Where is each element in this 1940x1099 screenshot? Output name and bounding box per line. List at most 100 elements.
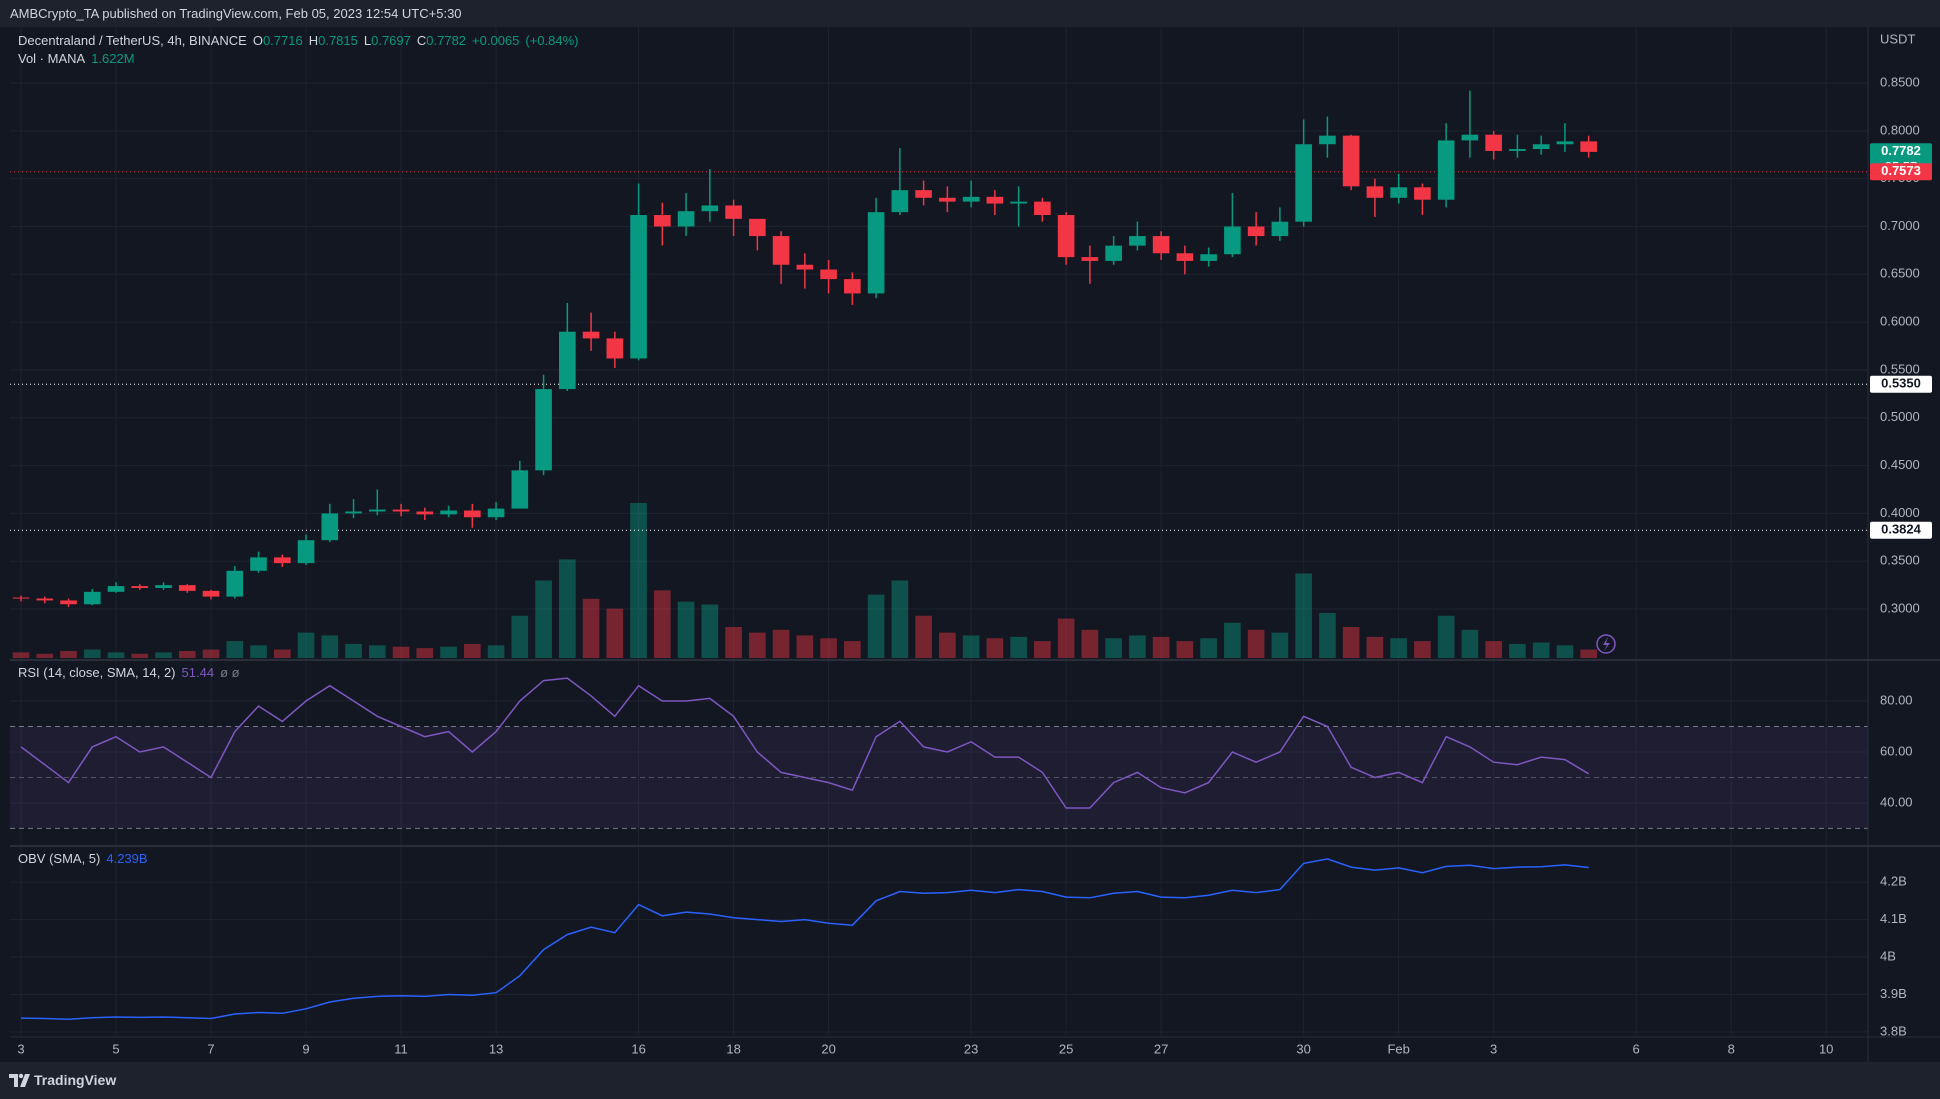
legend-label: L	[363, 33, 372, 48]
marks	[10, 90, 1868, 1021]
volume-bar	[1081, 629, 1099, 658]
candle-body	[83, 591, 101, 605]
volume-bar	[891, 580, 909, 658]
change-pct: (+0.84%)	[525, 33, 579, 48]
volume-bar	[1129, 635, 1146, 658]
y-tick-label: 80.00	[1880, 692, 1913, 707]
y-tick-label: 4.2B	[1880, 874, 1907, 889]
volume-bar	[297, 632, 315, 658]
y-tick-label: 0.7000	[1880, 218, 1920, 233]
x-tick-label: 5	[112, 1041, 119, 1056]
volume-bar	[1509, 643, 1526, 658]
legend-value: 0.7815	[318, 33, 358, 48]
volume-bar	[1176, 641, 1194, 658]
candle-body	[416, 511, 434, 515]
y-tick-label: 0.6500	[1880, 266, 1920, 281]
candle-body	[1556, 141, 1574, 145]
candle-body	[1342, 135, 1360, 187]
y-tick-label: 0.5500	[1880, 361, 1920, 376]
candle-body	[1390, 187, 1407, 198]
volume-bar	[226, 641, 244, 658]
candle-body	[1414, 187, 1431, 200]
obv-title: OBV (SMA, 5)	[18, 851, 101, 866]
candle-body	[321, 513, 339, 541]
x-tick-label: 3	[1490, 1041, 1497, 1056]
candle-body	[749, 218, 766, 237]
candle-body	[1247, 226, 1265, 237]
candle-body	[178, 585, 196, 591]
x-tick-label: 30	[1296, 1041, 1310, 1056]
price-tag	[1870, 521, 1932, 539]
legend-label: O	[252, 33, 263, 48]
candle-body	[535, 389, 552, 471]
volume-bar	[1580, 649, 1597, 658]
volume-bar	[1247, 629, 1265, 658]
volume-bar	[820, 638, 837, 658]
x-tick-label: 11	[394, 1041, 408, 1056]
candle-body	[986, 196, 1004, 204]
x-tick-label: 16	[631, 1041, 645, 1056]
candle-body	[131, 586, 149, 588]
ohlc: C0.7782	[417, 33, 466, 48]
volume-bar	[796, 635, 814, 658]
volume-bar	[416, 648, 434, 658]
y-tick-label: 0.3500	[1880, 553, 1920, 568]
obv-legend: OBV (SMA, 5) 4.239B	[18, 851, 148, 866]
ohlc: L0.7697	[364, 33, 411, 48]
candle-body	[1461, 134, 1479, 141]
grid	[10, 27, 1868, 1035]
candle-body	[155, 585, 172, 588]
candle-body	[962, 196, 980, 202]
candle-body	[1532, 144, 1550, 150]
volume-bar	[1461, 629, 1479, 658]
volume-bar	[606, 608, 624, 658]
price-tag-label: 0.5350	[1881, 376, 1921, 391]
x-tick-label: 8	[1728, 1041, 1735, 1056]
candle-body	[1176, 253, 1194, 261]
candle-body	[464, 510, 481, 518]
candle-body	[582, 331, 600, 339]
candle-body	[796, 264, 814, 270]
price-tag-label: 0.7782	[1881, 143, 1921, 158]
x-tick-label: 20	[821, 1041, 835, 1056]
volume-bar	[772, 629, 790, 658]
candle-body	[107, 586, 125, 592]
volume-bar	[131, 653, 149, 658]
volume-bar	[915, 615, 932, 658]
x-tick-label: 6	[1633, 1041, 1640, 1056]
legend-value: 0.7782	[426, 33, 467, 48]
volume-bar	[155, 652, 172, 658]
y-tick-label: 60.00	[1880, 743, 1913, 758]
candle-body	[1271, 221, 1289, 237]
candle-body	[368, 509, 386, 512]
volume-bar	[83, 649, 101, 658]
candle-body	[606, 338, 624, 359]
change: +0.0065	[472, 33, 520, 48]
volume-bar	[1295, 573, 1312, 658]
candle-body	[701, 205, 719, 212]
candle-body	[1366, 186, 1384, 198]
symbol-title: Decentraland / TetherUS, 4h, BINANCE	[18, 33, 247, 48]
ohlc: O0.7716	[253, 33, 303, 48]
candle-body	[1200, 254, 1217, 261]
legend-value: 0.7716	[262, 33, 303, 48]
indicator-line	[20, 858, 1589, 1021]
volume-bar	[368, 645, 386, 658]
ohlc: H0.7815	[309, 33, 358, 48]
price-tag	[1870, 375, 1932, 393]
x-tick-label: 25	[1059, 1041, 1073, 1056]
x-tick-label: 9	[302, 1041, 309, 1056]
volume-bar	[749, 632, 766, 658]
volume-bar	[1057, 618, 1075, 658]
candle-body	[677, 211, 695, 227]
rsi-legend: RSI (14, close, SMA, 14, 2) 51.44 ø ø	[18, 665, 240, 680]
volume-bar	[701, 604, 719, 658]
candle-body	[772, 236, 790, 265]
alert-icon[interactable]	[1596, 634, 1616, 654]
brand: TradingView	[34, 1072, 117, 1088]
price-axis-unit: USDT	[1880, 31, 1915, 46]
candle-body	[820, 269, 837, 280]
candle-body	[630, 215, 647, 359]
volume-bar	[487, 645, 505, 658]
